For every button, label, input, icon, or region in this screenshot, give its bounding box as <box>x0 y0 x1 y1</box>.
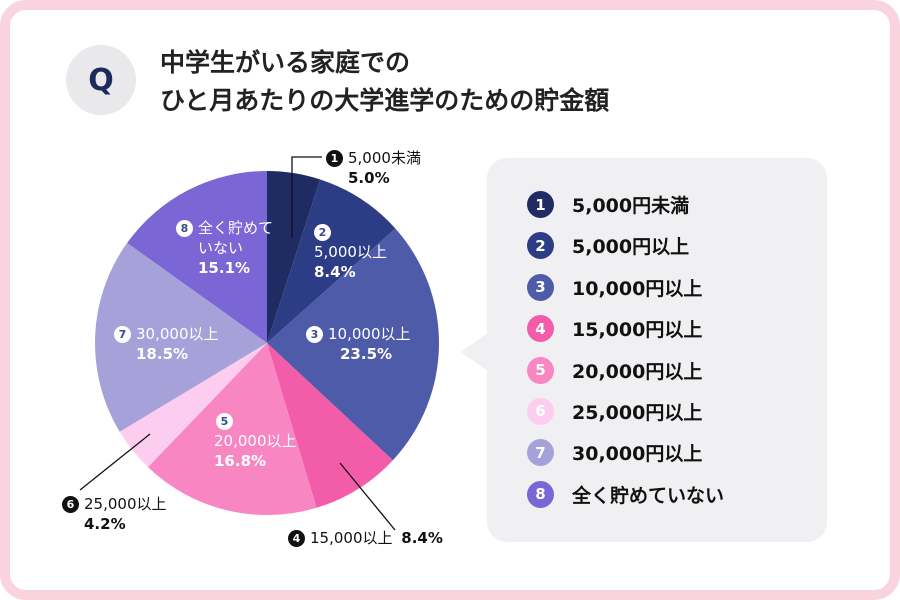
pie-slice-4 <box>267 343 393 508</box>
pie-slice-3 <box>267 228 440 461</box>
legend-4-number-icon: 4 <box>527 315 554 343</box>
slice-8-percent: 15.1% <box>198 259 251 277</box>
legend-3-label: 10,000円以上 <box>572 277 703 300</box>
slice-7-name: 30,000以上 <box>136 325 219 343</box>
legend-item-5: 5 20,000円以上 <box>527 356 724 385</box>
legend-7-label: 30,000円以上 <box>572 443 703 466</box>
slice-4-number-icon: 4 <box>288 530 305 547</box>
slice-label-4: 4 15,000以上 8.4% <box>288 528 443 548</box>
slice-label-2: 2 5,000以上 8.4% <box>314 222 387 282</box>
slice-label-1: 1 5,000未満 5.0% <box>326 148 421 188</box>
pie-slice-5 <box>147 343 317 516</box>
slice-3-name: 10,000以上 <box>328 325 411 343</box>
slice-4-name: 15,000以上 <box>310 529 393 547</box>
legend-item-7: 7 30,000円以上 <box>527 438 724 467</box>
legend-8-label: 全く貯めていない <box>572 484 725 507</box>
slice-6-name: 25,000以上 <box>84 495 167 513</box>
legend-6-number-icon: 6 <box>527 397 554 425</box>
slice-1-name: 5,000未満 <box>348 149 421 167</box>
slice-label-7: 7 30,000以上 18.5% <box>114 324 219 364</box>
legend-2-label: 5,000円以上 <box>572 236 690 259</box>
slice-6-number-icon: 6 <box>62 496 79 513</box>
slice-8-number-icon: 8 <box>176 220 193 237</box>
legend-5-label: 20,000円以上 <box>572 360 703 383</box>
slice-8-name-line-1: 全く貯めて <box>198 219 274 237</box>
legend-item-2: 2 5,000円以上 <box>527 231 724 260</box>
legend-item-4: 4 15,000円以上 <box>527 314 724 343</box>
legend-bubble-tail <box>461 332 489 372</box>
slice-2-number-icon: 2 <box>314 224 331 241</box>
slice-label-3: 3 10,000以上 23.5% <box>306 324 411 364</box>
pie-slice-7 <box>94 242 267 432</box>
slice-5-name: 20,000以上 <box>214 432 297 450</box>
slice-2-name: 5,000以上 <box>314 243 387 261</box>
legend-item-8: 8 全く貯めていない <box>527 480 724 509</box>
slice-8-name-line-2: いない <box>198 239 244 257</box>
pie-slice-8 <box>127 171 268 343</box>
pie-slice-6 <box>119 343 267 468</box>
legend: 1 5,000円未満 2 5,000円以上 3 10,000円以上 4 15,000円以… <box>527 190 724 521</box>
slice-label-6: 6 25,000以上 4.2% <box>62 494 167 534</box>
legend-4-label: 15,000円以上 <box>572 319 703 342</box>
chart-title: 中学生がいる家庭での ひと月あたりの大学進学のための貯金額 <box>160 44 609 120</box>
slice-4-percent: 8.4% <box>401 529 443 547</box>
slice-1-percent: 5.0% <box>348 169 390 187</box>
legend-item-6: 6 25,000円以上 <box>527 397 724 426</box>
slice-7-percent: 18.5% <box>136 345 189 363</box>
legend-item-3: 3 10,000円以上 <box>527 273 724 302</box>
slice-label-5: 5 20,000以上 16.8% <box>214 411 297 471</box>
slice-2-percent: 8.4% <box>314 263 356 281</box>
leader-line-1 <box>291 156 322 238</box>
slice-1-number-icon: 1 <box>326 150 343 167</box>
pie-slice-2 <box>267 179 396 343</box>
slice-6-percent: 4.2% <box>84 515 126 533</box>
legend-3-number-icon: 3 <box>527 273 554 301</box>
legend-bubble <box>487 158 827 542</box>
leader-line-6 <box>79 433 151 491</box>
question-badge-label: Q <box>88 62 114 98</box>
slice-5-percent: 16.8% <box>214 452 267 470</box>
slice-5-number-icon: 5 <box>216 413 233 430</box>
chart-title-line-2: ひと月あたりの大学進学のための貯金額 <box>160 86 610 115</box>
slice-3-number-icon: 3 <box>306 326 323 343</box>
question-badge: Q <box>66 45 136 115</box>
slice-7-number-icon: 7 <box>114 326 131 343</box>
slice-3-percent: 23.5% <box>340 345 393 363</box>
chart-title-line-1: 中学生がいる家庭での <box>160 48 411 77</box>
legend-1-number-icon: 1 <box>527 191 554 218</box>
legend-1-label: 5,000円未満 <box>572 195 690 217</box>
leader-line-4 <box>339 462 396 531</box>
legend-item-1: 1 5,000円未満 <box>527 190 724 219</box>
legend-6-label: 25,000円以上 <box>572 401 703 424</box>
pie-slice-1 <box>267 171 321 343</box>
legend-8-number-icon: 8 <box>527 480 554 508</box>
legend-2-number-icon: 2 <box>527 232 554 260</box>
legend-5-number-icon: 5 <box>527 356 554 384</box>
legend-7-number-icon: 7 <box>527 439 554 467</box>
slice-label-8: 8 全く貯めて いない 15.1% <box>176 218 273 278</box>
